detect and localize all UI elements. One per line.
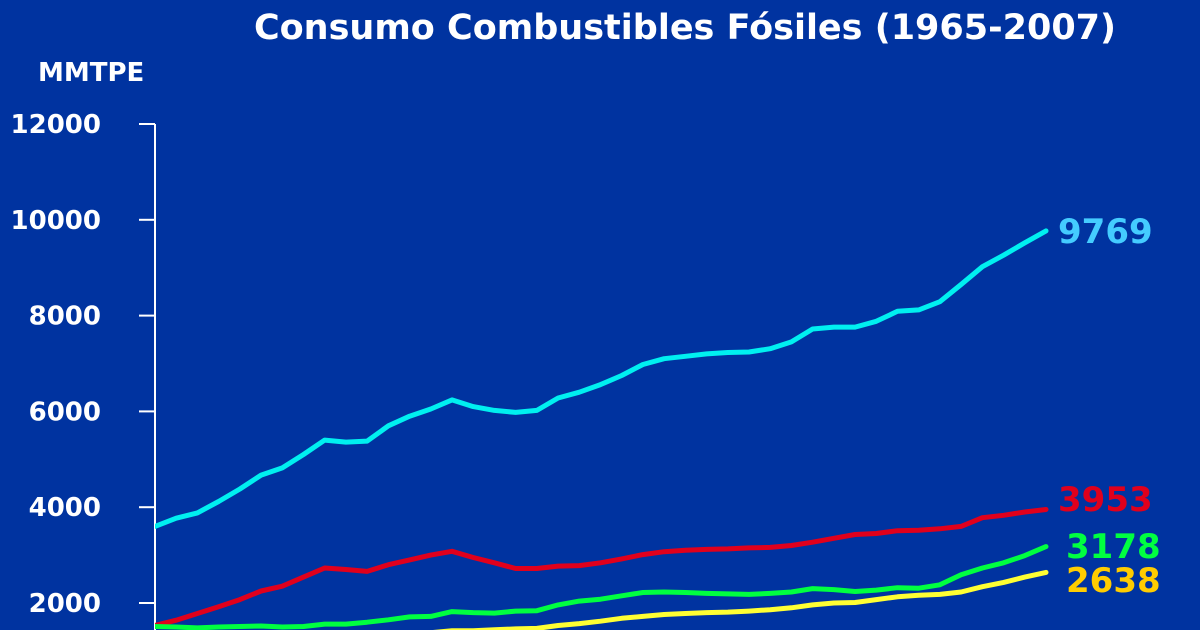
series-end-label: 2638 (1066, 561, 1161, 601)
y-tick-label: 10000 (11, 206, 101, 236)
series-end-label: 9769 (1058, 212, 1153, 252)
series-line-3 (432, 569, 1049, 630)
series-line-2 (155, 544, 1049, 630)
y-tick-label: 4000 (29, 493, 101, 523)
series-end-label: 3178 (1066, 527, 1161, 567)
series-line-0 (155, 228, 1049, 529)
series-end-label: 3953 (1058, 480, 1153, 520)
series-line-1 (155, 507, 1049, 628)
y-tick-label: 12000 (11, 110, 101, 140)
y-tick-label: 6000 (29, 397, 101, 427)
y-axis-unit-label: MMTPE (38, 58, 145, 88)
y-tick-label: 8000 (29, 302, 101, 332)
y-tick-label: 2000 (29, 589, 101, 619)
chart-title: Consumo Combustibles Fósiles (1965-2007) (253, 8, 1117, 48)
